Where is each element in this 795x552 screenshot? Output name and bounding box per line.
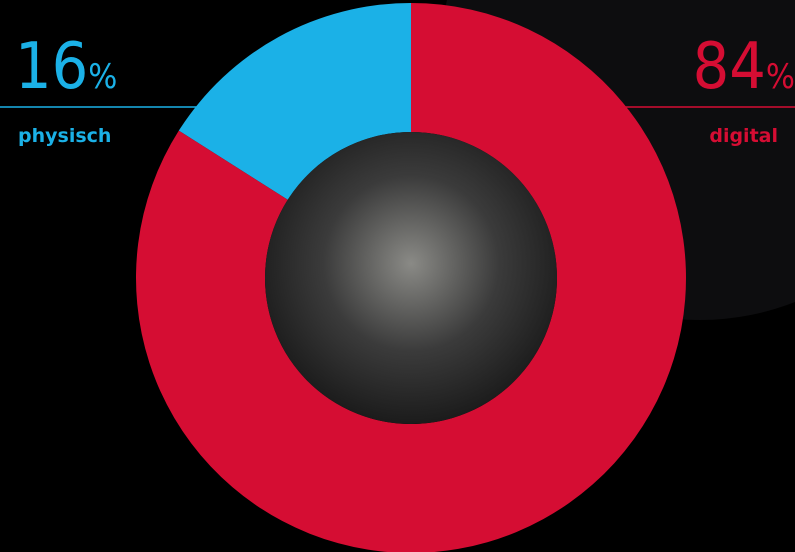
- center-photo: [265, 132, 557, 424]
- chart: 16%physisch84%digital: [0, 0, 795, 552]
- page: 16%physisch84%digital (() => { const dat…: [0, 0, 795, 552]
- category-label: digital: [709, 125, 778, 147]
- category-label: physisch: [18, 125, 111, 147]
